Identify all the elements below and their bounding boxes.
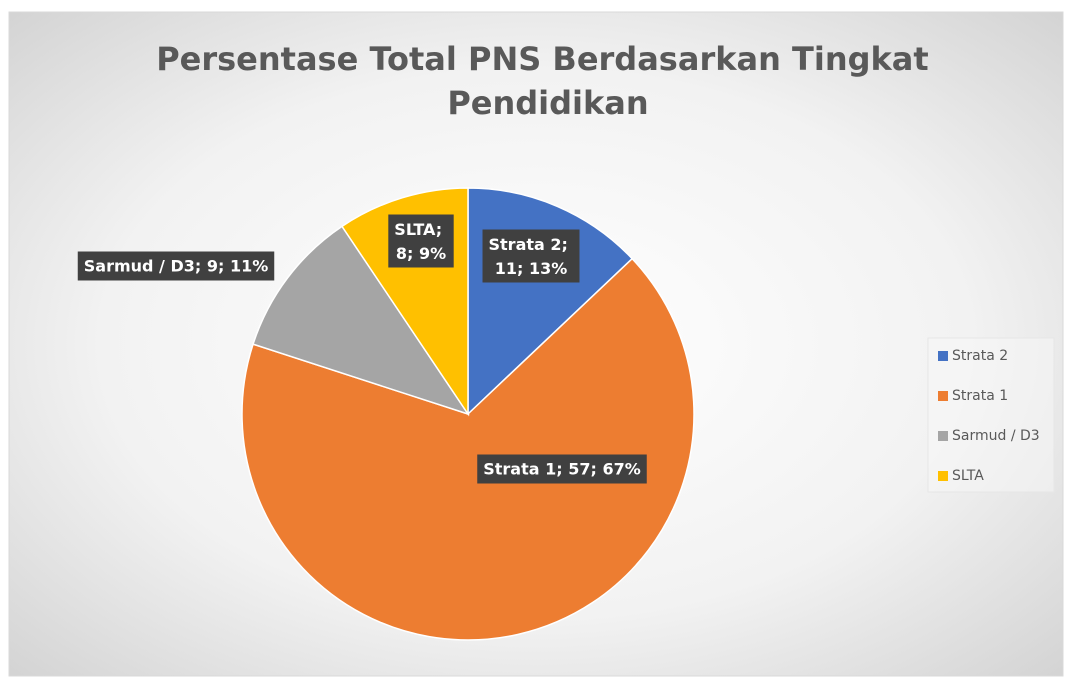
data-label-box xyxy=(477,454,647,484)
data-label-group: Sarmud / D3; 9; 11% xyxy=(77,251,275,281)
legend-swatch xyxy=(938,431,948,441)
data-label-box xyxy=(482,229,580,283)
legend-swatch xyxy=(938,471,948,481)
legend-label: SLTA xyxy=(952,468,984,484)
legend-box xyxy=(927,337,1055,493)
data-label: SLTA; 8; 9% xyxy=(394,220,447,263)
data-label-group: SLTA; 8; 9% xyxy=(388,214,454,268)
data-label: Strata 1; 57; 67% xyxy=(483,460,641,479)
legend-label: Strata 1 xyxy=(952,388,1008,404)
data-label: Sarmud / D3; 9; 11% xyxy=(84,257,269,276)
pie-slice xyxy=(241,257,695,641)
chart-title: Persentase Total PNS Berdasarkan Tingkat… xyxy=(156,40,940,122)
data-label-box xyxy=(77,251,275,281)
legend-label: Strata 2 xyxy=(952,348,1008,364)
data-label-box xyxy=(388,214,454,268)
data-label: Strata 2; 11; 13% xyxy=(489,235,574,278)
legend-label: Sarmud / D3 xyxy=(952,428,1040,444)
data-label-group: Strata 2; 11; 13% xyxy=(482,229,580,283)
data-label-group: Strata 1; 57; 67% xyxy=(477,454,647,484)
pie-slice xyxy=(252,225,470,416)
legend-swatch xyxy=(938,391,948,401)
legend-swatch xyxy=(938,351,948,361)
